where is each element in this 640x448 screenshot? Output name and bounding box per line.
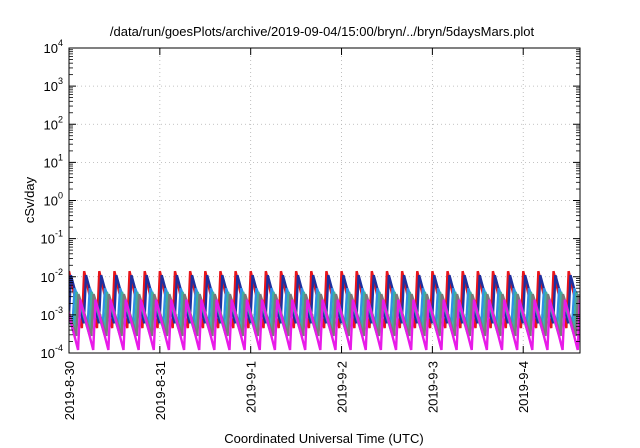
series-group (69, 270, 580, 351)
x-axis: 2019-8-30 2019-8-31 2019-9-1 2019-9-2 2019-9… (62, 48, 531, 420)
y-tick-label: 102 (44, 114, 63, 132)
x-tick-label: 2019-9-3 (425, 361, 440, 413)
y-tick-label: 10-4 (41, 343, 63, 361)
y-tick-exponent: -3 (55, 305, 63, 315)
y-tick-exponent: -2 (55, 267, 63, 277)
y-tick-exponent: 4 (58, 38, 63, 48)
y-tick-exponent: 2 (58, 114, 63, 124)
x-tick-label: 2019-8-31 (153, 361, 168, 420)
y-tick-label: 104 (44, 38, 63, 56)
y-tick-label: 10-2 (41, 267, 63, 285)
x-tick-label: 2019-9-1 (244, 361, 259, 413)
series-line (69, 299, 580, 351)
x-axis-label: Coordinated Universal Time (UTC) (224, 431, 423, 446)
x-tick-label: 2019-9-4 (516, 361, 531, 413)
y-tick-label: 10-3 (41, 305, 63, 323)
y-tick-exponent: 0 (58, 191, 63, 201)
y-tick-label: 10-1 (41, 229, 63, 247)
y-tick-exponent: 1 (58, 152, 63, 162)
x-tick-label: 2019-9-2 (335, 361, 350, 413)
y-tick-label: 103 (44, 76, 63, 94)
series-line (69, 293, 580, 337)
y-tick-exponent: -1 (55, 229, 63, 239)
y-tick-label: 101 (44, 152, 63, 170)
y-tick-exponent: -4 (55, 343, 63, 353)
y-axis-label: cSv/day (22, 176, 37, 223)
x-tick-label: 2019-8-30 (62, 361, 77, 420)
chart-title: /data/run/goesPlots/archive/2019-09-04/1… (110, 24, 535, 39)
y-tick-label: 100 (44, 191, 63, 209)
y-tick-exponent: 3 (58, 76, 63, 86)
grid (69, 48, 580, 353)
series-line (69, 287, 580, 327)
